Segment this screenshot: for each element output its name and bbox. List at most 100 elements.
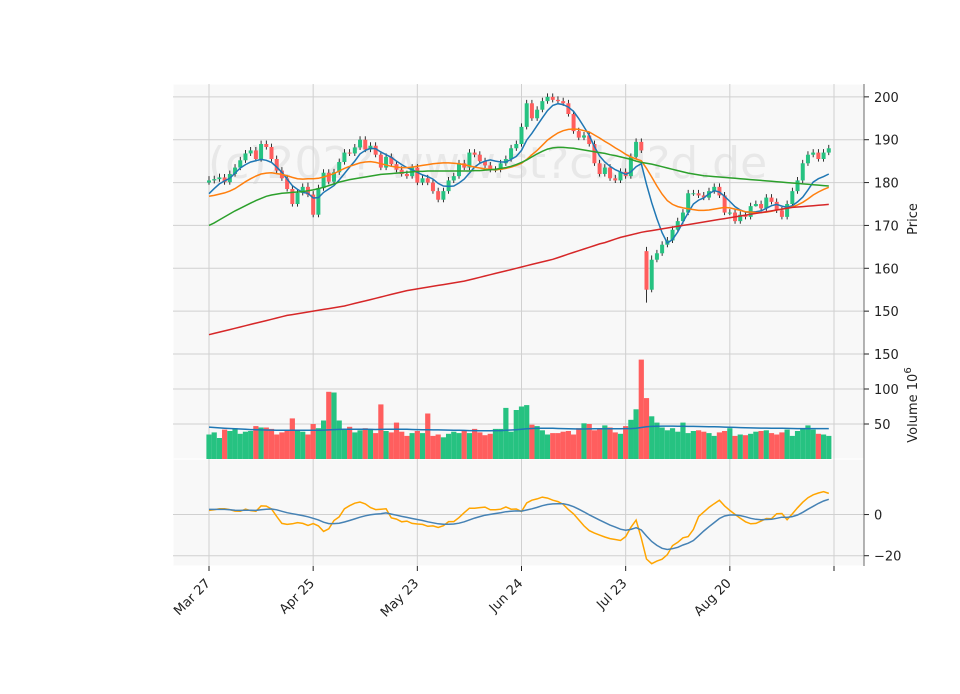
candle-body — [675, 221, 680, 230]
volume-bar — [347, 426, 353, 459]
volume-bar — [711, 435, 717, 459]
volume-bar — [456, 433, 462, 459]
candle-body — [816, 152, 821, 159]
volume-bar — [248, 431, 254, 459]
candle-body — [811, 152, 816, 155]
candle-body — [477, 154, 482, 162]
x-tick-label: Mar 27 — [171, 576, 214, 619]
candle-body — [384, 156, 389, 168]
x-tick-label: Aug 20 — [691, 576, 734, 619]
volume-bar — [675, 431, 681, 459]
volume-bar — [789, 435, 795, 459]
candle-body — [759, 204, 764, 209]
candle-body — [295, 192, 300, 204]
candle-body — [248, 150, 253, 154]
volume-bar — [222, 429, 228, 459]
volume-bar — [654, 422, 660, 459]
candle-body — [269, 147, 274, 159]
candle-body — [545, 96, 550, 102]
volume-bar — [529, 424, 535, 459]
volume-bar — [362, 428, 368, 459]
candle-body — [753, 204, 758, 207]
candle-body — [769, 197, 774, 202]
candle-body — [550, 96, 555, 100]
volume-bar — [498, 428, 504, 459]
candle-body — [779, 210, 784, 217]
candle-body — [613, 178, 618, 181]
price-ma-line-1 — [208, 102, 830, 245]
price-y-tick-label: 160 — [874, 262, 899, 277]
volume-bar — [669, 428, 676, 459]
candle-body — [514, 144, 519, 149]
volume-bar — [451, 431, 457, 459]
candle-body — [582, 135, 586, 138]
candle-body — [415, 167, 420, 183]
volume-bar — [357, 430, 363, 459]
x-tick-label: Apr 25 — [277, 576, 318, 617]
candle-body — [483, 161, 488, 166]
candle-body — [571, 114, 576, 132]
volume-bar — [305, 434, 311, 459]
volume-bar — [784, 429, 790, 459]
candle-body — [628, 156, 633, 177]
volume-bar — [597, 428, 603, 459]
candle-body — [602, 167, 607, 174]
candle-body — [535, 109, 540, 119]
volume-bar — [513, 410, 519, 459]
volume-bar — [341, 429, 348, 459]
candle-body — [472, 152, 477, 155]
volume-bar — [284, 431, 290, 459]
candle-body — [389, 156, 394, 165]
volume-bar — [315, 428, 321, 459]
oscillator-y-tick-label: 0 — [874, 509, 882, 524]
candle-body — [701, 195, 706, 198]
candle-body — [774, 201, 779, 211]
candle-body — [259, 144, 264, 159]
price-y-tick-label: 200 — [874, 91, 899, 106]
volume-bar — [211, 432, 217, 459]
candle-body — [800, 163, 805, 181]
candle-body — [352, 147, 357, 154]
candle-body — [566, 103, 571, 114]
volume-bar — [503, 407, 509, 459]
candle-body — [462, 163, 467, 168]
candle-body — [509, 148, 514, 159]
volume-bar — [404, 435, 410, 459]
volume-bar — [800, 428, 806, 459]
volume-bar — [748, 433, 754, 459]
price-panel-bg — [172, 83, 865, 355]
price-y-tick-label: 180 — [874, 177, 899, 192]
volume-bar — [753, 431, 759, 459]
candle-body — [457, 163, 461, 177]
candle-body — [785, 204, 790, 217]
candle-body — [540, 101, 545, 110]
volume-bar — [649, 416, 655, 459]
volume-bar — [810, 429, 816, 459]
candle-body — [597, 163, 602, 174]
osc-panel-bg — [172, 458, 865, 567]
candle-body — [316, 188, 321, 215]
volume-y-tick-label: 100 — [874, 383, 899, 398]
volume-bar — [685, 433, 691, 459]
volume-bar — [633, 409, 639, 459]
volume-bar — [508, 431, 514, 459]
volume-bar — [768, 433, 775, 459]
candle-body — [326, 172, 331, 182]
candle-body — [691, 193, 696, 195]
candle-body — [795, 180, 800, 192]
volume-bar — [623, 426, 629, 459]
candle-body — [555, 99, 560, 102]
volume-bar — [232, 428, 238, 459]
candle-body — [358, 139, 363, 148]
price-y-tick-label: 150 — [874, 305, 899, 320]
volume-bar — [373, 433, 379, 459]
candle-body — [436, 191, 441, 200]
volume-bar — [779, 432, 785, 459]
candle-body — [618, 171, 623, 181]
candle-body — [821, 152, 826, 159]
volume-bar — [518, 406, 525, 459]
candle-body — [430, 182, 435, 192]
volume-bar — [472, 428, 478, 459]
volume-bar — [492, 428, 499, 459]
